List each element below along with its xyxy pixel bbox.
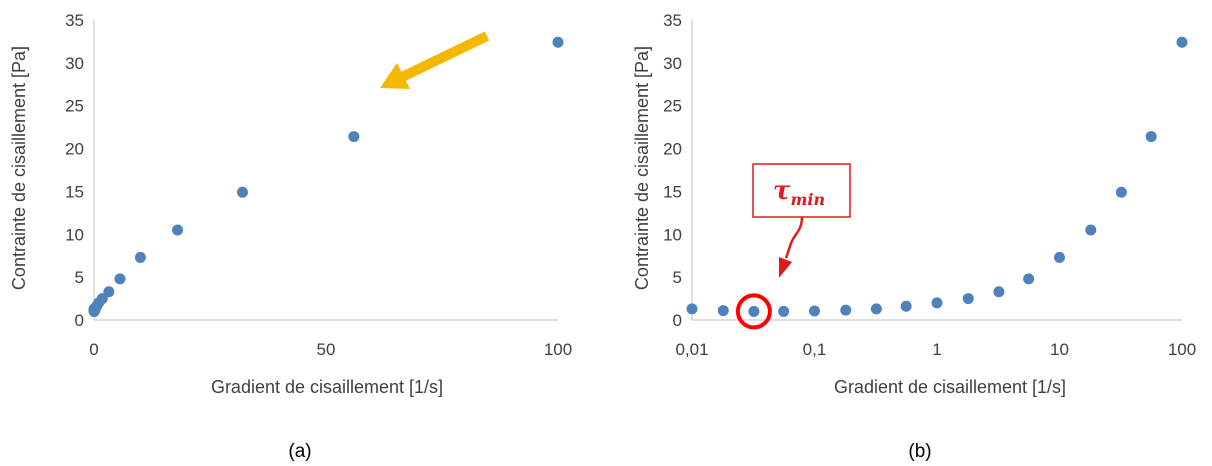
tau-min-pointer-arrowhead bbox=[779, 257, 792, 278]
chart-b-x-tick-label: 1 bbox=[932, 340, 941, 359]
chart-a-y-tick-label: 10 bbox=[65, 225, 84, 244]
chart-a-highlight-arrow bbox=[380, 31, 490, 89]
chart-b-y-tick-label: 10 bbox=[663, 225, 682, 244]
chart-b-x-tick-label: 0,01 bbox=[675, 340, 708, 359]
chart-b-y-tick-labels: 0 5 10 15 20 25 30 35 bbox=[663, 11, 682, 330]
chart-a-data-point bbox=[134, 251, 146, 263]
chart-b-data-point bbox=[870, 303, 882, 315]
chart-a-data-point bbox=[96, 293, 108, 305]
chart-b-data-point bbox=[686, 303, 698, 315]
chart-b-data-point bbox=[1176, 36, 1188, 48]
tau-subscript: min bbox=[791, 190, 826, 209]
chart-b: 0 5 10 15 20 25 30 35 0,01 0,1 1 10 100 Contrainte … bbox=[632, 11, 1196, 462]
chart-b-data-point bbox=[1023, 273, 1035, 285]
chart-a-x-tick-labels: 0 50 100 bbox=[89, 340, 572, 359]
chart-b-data-point bbox=[1054, 251, 1065, 263]
chart-b-points bbox=[686, 36, 1188, 317]
chart-a-y-tick-label: 35 bbox=[65, 11, 84, 30]
chart-a-data-point bbox=[114, 273, 126, 285]
chart-a-data-point bbox=[236, 186, 248, 198]
chart-a-data-point bbox=[552, 36, 564, 48]
chart-b-y-tick-label: 5 bbox=[673, 268, 682, 287]
chart-b-x-tick-label: 100 bbox=[1168, 340, 1196, 359]
chart-b-data-point bbox=[717, 305, 729, 317]
chart-b-y-tick-label: 20 bbox=[663, 140, 682, 159]
chart-a: 0 5 10 15 20 25 30 35 0 50 100 Contrainte de cisa… bbox=[9, 11, 572, 462]
chart-a-data-point bbox=[348, 131, 360, 143]
chart-b-x-axis-title: Gradient de cisaillement [1/s] bbox=[834, 377, 1066, 397]
chart-b-data-point bbox=[1085, 224, 1097, 236]
chart-b-data-point bbox=[900, 300, 912, 312]
chart-b-data-point bbox=[1145, 131, 1157, 143]
chart-a-x-tick-label: 50 bbox=[317, 340, 336, 359]
chart-a-y-axis-title: Contrainte de cisaillement [Pa] bbox=[9, 46, 29, 290]
tau-min-label-box bbox=[752, 163, 851, 218]
chart-a-data-point bbox=[103, 286, 115, 298]
chart-b-data-point bbox=[840, 304, 852, 316]
chart-b-y-tick-label: 25 bbox=[663, 97, 682, 116]
chart-a-x-tick-label: 100 bbox=[544, 340, 572, 359]
chart-b-data-point bbox=[778, 305, 790, 317]
chart-b-x-tick-label: 10 bbox=[1050, 340, 1069, 359]
chart-a-y-tick-label: 15 bbox=[65, 182, 84, 201]
chart-b-caption: (b) bbox=[908, 441, 931, 462]
chart-b-x-tick-label: 0,1 bbox=[803, 340, 827, 359]
chart-a-y-tick-label: 30 bbox=[65, 54, 84, 73]
chart-b-y-axis-title: Contrainte de cisaillement [Pa] bbox=[632, 46, 652, 290]
chart-a-y-tick-label: 20 bbox=[65, 140, 84, 159]
chart-a-x-tick-label: 0 bbox=[89, 340, 98, 359]
tau-min-label: τmin bbox=[773, 176, 825, 209]
chart-b-data-point bbox=[962, 293, 974, 305]
chart-b-y-tick-label: 0 bbox=[673, 311, 682, 330]
chart-b-x-tick-labels: 0,01 0,1 1 10 100 bbox=[675, 340, 1196, 359]
chart-b-data-point bbox=[931, 297, 943, 309]
chart-b-data-point bbox=[1115, 186, 1127, 198]
chart-a-y-tick-label: 5 bbox=[75, 268, 84, 287]
chart-b-y-tick-label: 15 bbox=[663, 182, 682, 201]
chart-a-points bbox=[88, 36, 564, 317]
chart-a-y-tick-label: 25 bbox=[65, 97, 84, 116]
chart-a-data-point bbox=[172, 224, 184, 236]
chart-a-y-tick-labels: 0 5 10 15 20 25 30 35 bbox=[65, 11, 84, 330]
chart-b-y-tick-label: 35 bbox=[663, 11, 682, 30]
chart-a-x-axis-title: Gradient de cisaillement [1/s] bbox=[211, 377, 443, 397]
chart-a-caption: (a) bbox=[288, 441, 311, 462]
tau-min-highlight-circle bbox=[735, 293, 772, 330]
chart-b-data-point bbox=[809, 305, 820, 317]
chart-b-y-tick-label: 30 bbox=[663, 54, 682, 73]
tau-min-pointer-arrow bbox=[784, 216, 804, 259]
chart-b-data-point bbox=[748, 305, 760, 317]
chart-b-data-point bbox=[993, 286, 1005, 298]
chart-b-tau-min-annotation: τmin bbox=[735, 163, 851, 330]
chart-a-y-tick-label: 0 bbox=[75, 311, 84, 330]
tau-symbol: τ bbox=[773, 176, 791, 206]
